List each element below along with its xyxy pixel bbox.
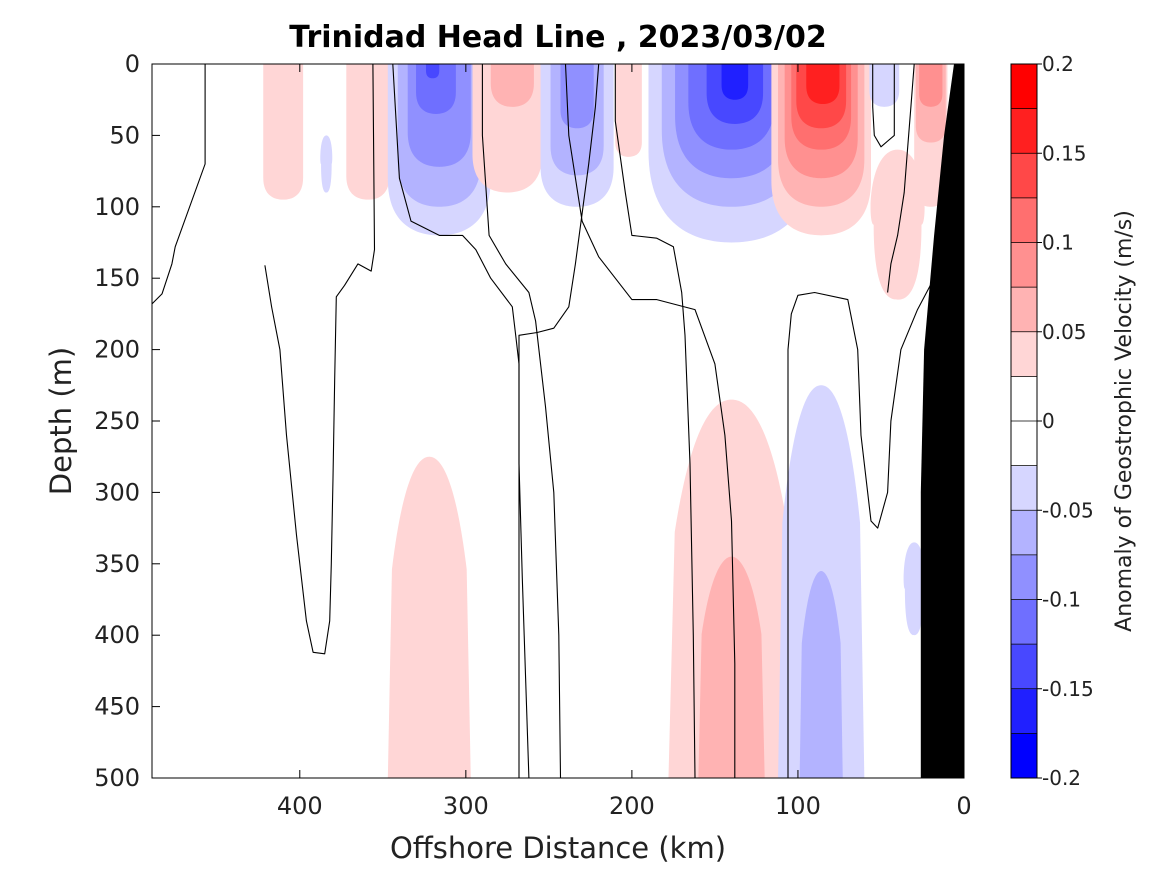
x-tick-label: 400: [277, 792, 323, 820]
negative-anomaly-region: [799, 570, 843, 778]
zero-contour-line: [264, 64, 376, 655]
positive-anomaly-region: [346, 64, 390, 200]
y-tick-label: 450: [94, 693, 140, 721]
seafloor-bathymetry: [920, 64, 964, 778]
positive-anomaly-region: [806, 64, 840, 104]
y-tick-label: 300: [94, 478, 140, 506]
colorbar-segment: [1011, 153, 1037, 199]
x-tick-label: 200: [609, 792, 655, 820]
y-axis: 0 50 100 150 200 250 300 350 400 450 500: [94, 50, 964, 792]
negative-anomaly-region: [560, 64, 594, 129]
zero-contour-line: [518, 64, 600, 778]
y-axis-label: Depth (m): [44, 347, 78, 495]
positive-anomaly-region: [870, 149, 925, 300]
x-tick-label: 300: [443, 792, 489, 820]
colorbar-segment: [1011, 287, 1037, 333]
colorbar-tick-label: 0.15: [1042, 141, 1087, 165]
positive-anomaly-region: [490, 64, 534, 107]
colorbar-tick-label: -0.05: [1042, 498, 1094, 522]
colorbar-tick-label: -0.15: [1042, 677, 1094, 701]
y-tick-label: 0: [125, 50, 140, 78]
negative-anomaly-region: [903, 542, 925, 636]
colorbar-tick-label: -0.2: [1042, 766, 1081, 790]
colorbar-segment: [1011, 644, 1037, 690]
x-tick-label: 0: [956, 792, 971, 820]
bathymetry-layer: [920, 64, 964, 778]
positive-anomaly-region: [263, 64, 304, 200]
colorbar-segment: [1011, 599, 1037, 645]
zero-contour-line: [787, 260, 945, 778]
chart-title: Trinidad Head Line , 2023/03/02: [289, 20, 826, 55]
negative-anomaly-region: [721, 64, 749, 100]
positive-anomaly-region: [615, 64, 642, 157]
x-axis-label: Offshore Distance (km): [390, 831, 726, 865]
negative-anomaly-region: [869, 64, 900, 107]
zero-contour-line: [481, 64, 562, 778]
colorbar: -0.2 -0.15 -0.1 -0.05 0 0.05 0.1 0.15 0.2: [1010, 52, 1094, 790]
colorbar-segment: [1011, 554, 1037, 600]
colorbar-segment: [1011, 421, 1037, 467]
colorbar-segment: [1011, 108, 1037, 154]
y-tick-label: 250: [94, 407, 140, 435]
colorbar-segment: [1011, 64, 1037, 110]
negative-anomaly-region: [425, 64, 440, 79]
colorbar-segment: [1011, 331, 1037, 377]
colorbar-tick-label: 0.05: [1042, 320, 1087, 344]
colorbar-label: Anomaly of Geostrophic Velocity (m/s): [1112, 210, 1137, 632]
x-axis: 400 300 200 100 0: [277, 64, 972, 820]
colorbar-segment: [1011, 465, 1037, 511]
negative-anomaly-region: [416, 64, 456, 114]
colorbar-tick-label: 0.1: [1042, 231, 1074, 255]
zero-contour-line: [887, 64, 915, 293]
colorbar-segment: [1011, 242, 1037, 288]
colorbar-segment: [1011, 733, 1037, 779]
colorbar-tick-label: 0.2: [1042, 52, 1074, 76]
y-tick-label: 100: [94, 193, 140, 221]
colorbar-tick-label: -0.1: [1042, 588, 1081, 612]
y-tick-label: 50: [109, 121, 140, 149]
colorbar-segment: [1011, 688, 1037, 734]
positive-anomaly-region: [387, 456, 471, 778]
colorbar-segment: [1011, 197, 1037, 243]
y-tick-label: 400: [94, 621, 140, 649]
y-tick-label: 500: [94, 764, 140, 792]
colorbar-segment: [1011, 510, 1037, 556]
positive-anomaly-region: [919, 64, 943, 107]
negative-anomaly-region: [320, 135, 333, 193]
zero-contour-line: [564, 64, 736, 778]
y-tick-label: 150: [94, 264, 140, 292]
zero-contour-line: [392, 64, 530, 778]
x-tick-label: 100: [775, 792, 821, 820]
zero-contour-line: [152, 64, 206, 305]
positive-anomaly-region: [698, 556, 765, 778]
y-tick-label: 200: [94, 336, 140, 364]
zero-contour-line: [872, 64, 895, 148]
colorbar-tick-label: 0: [1042, 409, 1055, 433]
zero-contour-layer: [152, 64, 945, 778]
y-tick-label: 350: [94, 550, 140, 578]
colorbar-segment: [1011, 376, 1037, 422]
zero-contour-line: [614, 64, 696, 778]
